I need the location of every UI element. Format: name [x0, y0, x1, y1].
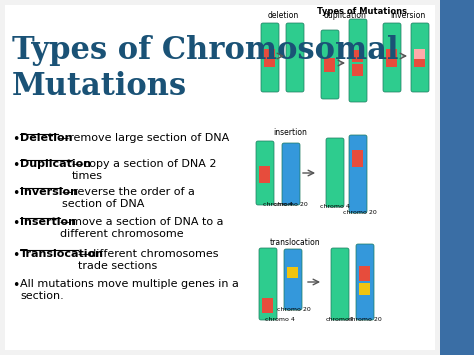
Text: •: • [12, 187, 19, 200]
Text: —different chromosomes
trade sections: —different chromosomes trade sections [78, 249, 219, 271]
FancyBboxPatch shape [286, 23, 304, 92]
Text: chromo 4: chromo 4 [265, 317, 295, 322]
Text: translocation: translocation [270, 238, 320, 247]
Text: duplication: duplication [324, 11, 366, 20]
Bar [353, 50, 364, 62]
Text: inversion: inversion [391, 11, 426, 20]
Bar [359, 266, 371, 280]
FancyBboxPatch shape [349, 135, 367, 213]
FancyBboxPatch shape [321, 30, 339, 99]
Bar [386, 49, 398, 67]
Bar [263, 297, 273, 312]
Text: •: • [12, 249, 19, 262]
Text: chromo 4: chromo 4 [320, 204, 350, 209]
Text: •: • [12, 217, 19, 230]
Text: All mutations move multiple genes in a
section.: All mutations move multiple genes in a s… [20, 279, 239, 301]
FancyBboxPatch shape [326, 138, 344, 207]
Bar [353, 150, 364, 166]
Text: chromo 20: chromo 20 [348, 317, 382, 322]
Bar [359, 283, 371, 295]
Bar [414, 49, 426, 59]
FancyBboxPatch shape [259, 248, 277, 320]
Text: •: • [12, 279, 19, 292]
Text: insertion: insertion [273, 128, 307, 137]
Text: Insertion: Insertion [20, 217, 76, 227]
FancyBboxPatch shape [356, 244, 374, 320]
Text: Types of Chromosomal
Mutations: Types of Chromosomal Mutations [12, 35, 399, 102]
Text: Translocation: Translocation [20, 249, 104, 259]
Text: chromo4: chromo4 [326, 317, 354, 322]
FancyBboxPatch shape [411, 23, 429, 92]
FancyBboxPatch shape [261, 23, 279, 92]
Text: —remove large section of DNA: —remove large section of DNA [58, 133, 229, 143]
FancyBboxPatch shape [349, 19, 367, 102]
Text: chromo 20: chromo 20 [343, 210, 377, 215]
Text: Deletion: Deletion [20, 133, 73, 143]
FancyBboxPatch shape [331, 248, 349, 320]
Text: chromo 20: chromo 20 [277, 307, 311, 312]
Text: —reverse the order of a
section of DNA: —reverse the order of a section of DNA [62, 187, 195, 209]
Text: —move a section of DNA to a
different chromosome: —move a section of DNA to a different ch… [60, 217, 224, 239]
Text: chromo 4: chromo 4 [263, 202, 293, 207]
Text: chromo 20: chromo 20 [274, 202, 308, 207]
Text: Types of Mutations: Types of Mutations [317, 7, 407, 16]
FancyBboxPatch shape [440, 0, 474, 355]
FancyBboxPatch shape [284, 249, 302, 310]
FancyBboxPatch shape [383, 23, 401, 92]
Bar [288, 267, 299, 278]
Bar [325, 58, 336, 72]
FancyBboxPatch shape [256, 141, 274, 205]
FancyBboxPatch shape [5, 5, 435, 350]
Text: —copy a section of DNA 2
times: —copy a section of DNA 2 times [72, 159, 217, 181]
Bar [264, 49, 275, 67]
Text: Inversion: Inversion [20, 187, 78, 197]
Bar [353, 65, 364, 76]
Bar [414, 59, 426, 67]
Text: •: • [12, 133, 19, 146]
Text: deletion: deletion [267, 11, 299, 20]
Text: •: • [12, 159, 19, 172]
FancyBboxPatch shape [282, 143, 300, 205]
Bar [259, 166, 271, 183]
Text: Duplication: Duplication [20, 159, 91, 169]
